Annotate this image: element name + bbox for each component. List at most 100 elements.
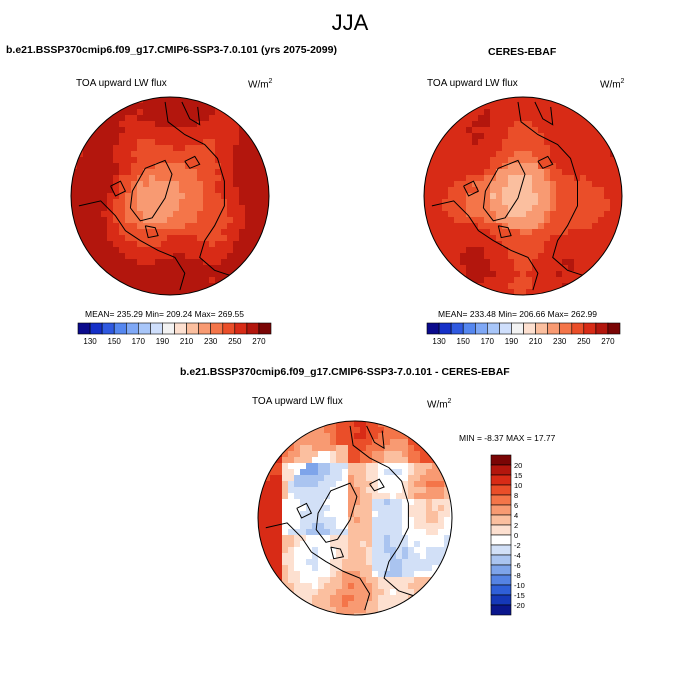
panel1-stats: MEAN= 235.29 Min= 209.24 Max= 269.55	[85, 309, 245, 319]
coastline	[129, 159, 173, 222]
panel1-units: W/m2	[248, 78, 273, 91]
colorbar-swatch	[438, 322, 452, 335]
colorbar-swatch	[490, 594, 512, 606]
colorbar-swatch	[595, 322, 609, 335]
colorbar-tick-label: 4	[514, 511, 518, 520]
coastline	[265, 522, 371, 611]
colorbar-swatch	[174, 322, 187, 335]
colorbar-tick-label: 190	[505, 337, 519, 346]
colorbar-swatch	[222, 322, 236, 335]
colorbar-tick-label: 210	[180, 337, 194, 346]
coastline	[296, 502, 313, 519]
colorbar-swatch	[490, 504, 512, 516]
colorbar-tick-label: -10	[514, 581, 525, 590]
colorbar-swatch	[490, 494, 512, 506]
colorbar-swatch	[113, 322, 127, 335]
colorbar-swatch	[490, 454, 512, 466]
colorbar-swatch	[234, 322, 248, 335]
panel3-variable: TOA upward LW flux	[252, 396, 343, 407]
coastline	[463, 180, 480, 197]
map-panel-2	[423, 96, 623, 296]
colorbar-swatch	[246, 322, 260, 335]
colorbar-swatch	[426, 322, 440, 335]
colorbar-tick-label: 130	[432, 337, 446, 346]
coastline	[315, 482, 358, 543]
panel2-variable: TOA upward LW flux	[427, 78, 518, 89]
coastlines	[431, 101, 583, 291]
coastline	[349, 425, 414, 597]
map-border	[423, 96, 623, 296]
coastline	[366, 425, 385, 450]
colorbar-tick-label: 270	[601, 337, 615, 346]
colorbar-swatch	[126, 322, 139, 335]
colorbar-swatch	[490, 484, 512, 496]
colorbar-tick-label: 250	[577, 337, 591, 346]
coastline	[184, 155, 201, 169]
colorbar-swatch	[559, 322, 573, 335]
colorbar-swatch	[547, 322, 560, 335]
colorbar-swatch	[138, 322, 151, 335]
map-field	[258, 421, 452, 615]
colorbar-swatch	[150, 322, 163, 335]
colorbar-tick-label: 15	[514, 471, 522, 480]
colorbar-swatch	[490, 544, 512, 556]
colorbar-tick-label: 20	[514, 461, 522, 470]
coastlines	[78, 101, 230, 291]
colorbar-swatch	[583, 322, 597, 335]
colorbar-tick-label: 170	[132, 337, 146, 346]
colorbar-swatch	[523, 322, 536, 335]
coastline	[330, 546, 345, 560]
colorbar-swatch	[89, 322, 103, 335]
colorbar-tick-label: 190	[156, 337, 170, 346]
panel2-title: CERES-EBAF	[488, 46, 557, 58]
colorbar-swatch	[101, 322, 115, 335]
map-panel-3	[257, 420, 453, 616]
map-border	[257, 420, 453, 616]
colorbar-swatch	[186, 322, 200, 335]
colorbar-tick-label: 150	[457, 337, 471, 346]
colorbar-swatch	[77, 322, 91, 335]
panel3-units: W/m2	[427, 398, 452, 411]
colorbar-swatch	[499, 322, 512, 335]
panel2-stats: MEAN= 233.48 Min= 206.66 Max= 262.99	[438, 309, 598, 319]
colorbar-tick-label: 230	[553, 337, 567, 346]
panel3-title: b.e21.BSSP370cmip6.f09_g17.CMIP6-SSP3-7.…	[180, 366, 510, 378]
colorbar-tick-label: 170	[481, 337, 495, 346]
panel2-units: W/m2	[600, 78, 625, 91]
map-panel-1	[70, 96, 270, 296]
coastline	[78, 200, 186, 291]
colorbar-swatch	[462, 322, 476, 335]
colorbar-swatch	[162, 322, 175, 335]
colorbar-tick-label: 6	[514, 501, 518, 510]
colorbar-tick-label: 8	[514, 491, 518, 500]
colorbar-swatch	[607, 322, 621, 335]
coastline	[164, 101, 230, 276]
map-border	[70, 96, 270, 296]
colorbar-swatch	[450, 322, 464, 335]
colorbar-swatch	[258, 322, 272, 335]
coastline	[534, 101, 554, 126]
colorbar-tick-label: -8	[514, 571, 521, 580]
colorbar-swatch	[490, 474, 512, 486]
panel3-stats: MIN = -8.37 MAX = 17.77	[459, 433, 556, 443]
coastline	[517, 101, 583, 276]
colorbar-swatch	[490, 554, 512, 566]
colorbar-swatch	[490, 564, 512, 576]
coastline	[181, 101, 201, 126]
colorbar-swatch	[490, 464, 512, 476]
colorbar-swatch	[511, 322, 524, 335]
colorbar-tick-label: -2	[514, 541, 521, 550]
colorbar-swatch	[474, 322, 488, 335]
colorbar-2: 130 150 170 190 210 230 250 270	[426, 322, 621, 346]
colorbar-tick-label: -15	[514, 591, 525, 600]
colorbar-tick-label: 2	[514, 521, 518, 530]
colorbar-tick-label: -4	[514, 551, 521, 560]
colorbar-tick-label: 0	[514, 531, 518, 540]
colorbar-tick-label: 130	[83, 337, 97, 346]
colorbar-swatch	[210, 322, 224, 335]
colorbar-tick-label: -20	[514, 601, 525, 610]
coastline	[482, 159, 526, 222]
colorbar-tick-label: 230	[204, 337, 218, 346]
